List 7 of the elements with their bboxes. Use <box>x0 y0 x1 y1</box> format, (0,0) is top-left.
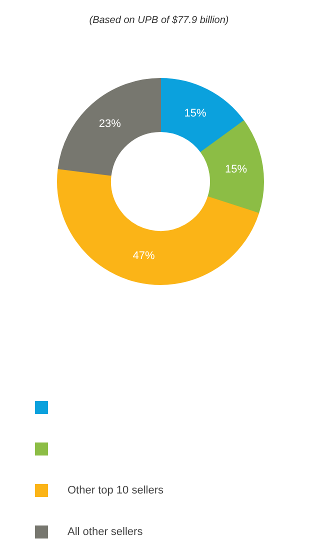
data-label: 23% <box>98 118 122 130</box>
legend-label: All other sellers <box>68 526 144 538</box>
data-label: 15% <box>225 164 248 176</box>
chart-title: (Based on UPB of $77.9 billion) <box>89 15 229 26</box>
legend-label: Other top 10 sellers <box>68 484 164 496</box>
data-label: 15% <box>184 107 206 120</box>
data-label: 47% <box>132 250 156 262</box>
